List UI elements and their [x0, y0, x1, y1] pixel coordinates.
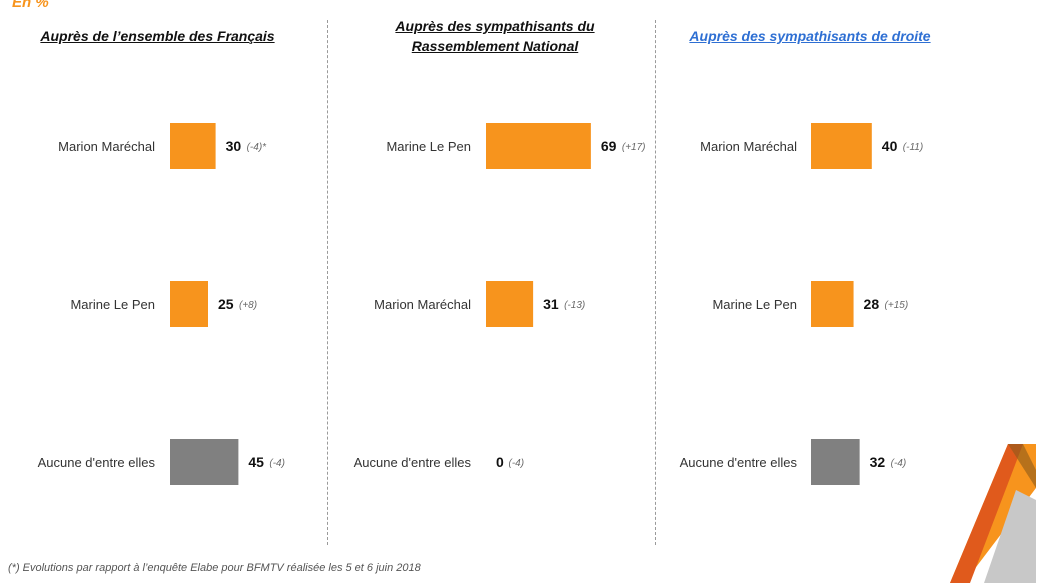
value-label: 45	[248, 454, 264, 470]
bar	[170, 123, 216, 169]
footnote: (*) Evolutions par rapport à l’enquête E…	[8, 562, 421, 574]
evolution-label: (-4)	[509, 458, 525, 469]
category-label: Aucune d'entre elles	[38, 455, 156, 470]
panel-2-title-line1: Auprès des sympathisants du	[395, 18, 595, 34]
evolution-label: (-4)	[269, 458, 285, 469]
panel-divider-1	[327, 20, 328, 545]
panel-divider-2	[655, 20, 656, 545]
bar	[486, 123, 591, 169]
evolution-label: (-13)	[564, 300, 585, 311]
panel-2-title: Auprès des sympathisants du Rassemblemen…	[345, 16, 645, 56]
charts-area: Marion Maréchal 30 (-4)* Marine Le Pen 25 (+8…	[38, 123, 923, 485]
category-label: Marion Maréchal	[58, 139, 155, 154]
value-label: 32	[870, 454, 886, 470]
bar	[170, 439, 239, 485]
bar	[486, 281, 534, 327]
category-label: Marion Maréchal	[374, 297, 471, 312]
unit-label: En %	[12, 0, 49, 11]
evolution-label: (+15)	[885, 300, 909, 311]
panel-2-title-line2: Rassemblement National	[411, 38, 579, 54]
category-label: Marine Le Pen	[712, 297, 797, 312]
value-label: 25	[218, 296, 234, 312]
brand-logo	[950, 444, 1036, 583]
category-label: Aucune d'entre elles	[354, 455, 472, 470]
value-label: 69	[601, 138, 617, 154]
evolution-label: (-4)	[891, 458, 907, 469]
category-label: Marine Le Pen	[386, 139, 471, 154]
value-label: 30	[226, 138, 242, 154]
bar	[811, 439, 860, 485]
bar	[811, 281, 854, 327]
category-label: Aucune d'entre elles	[680, 455, 798, 470]
value-label: 28	[864, 296, 880, 312]
evolution-label: (-11)	[903, 142, 923, 153]
category-label: Marion Maréchal	[700, 139, 797, 154]
evolution-label: (+17)	[622, 142, 646, 153]
evolution-label: (+8)	[239, 300, 257, 311]
category-label: Marine Le Pen	[70, 297, 155, 312]
bar	[170, 281, 208, 327]
value-label: 31	[543, 296, 559, 312]
value-label: 0	[496, 454, 504, 470]
panel-1-title: Auprès de l’ensemble des Français	[40, 28, 275, 44]
evolution-label: (-4)*	[247, 142, 268, 153]
panel-3-title: Auprès des sympathisants de droite	[689, 28, 931, 44]
value-label: 40	[882, 138, 898, 154]
bar	[811, 123, 872, 169]
